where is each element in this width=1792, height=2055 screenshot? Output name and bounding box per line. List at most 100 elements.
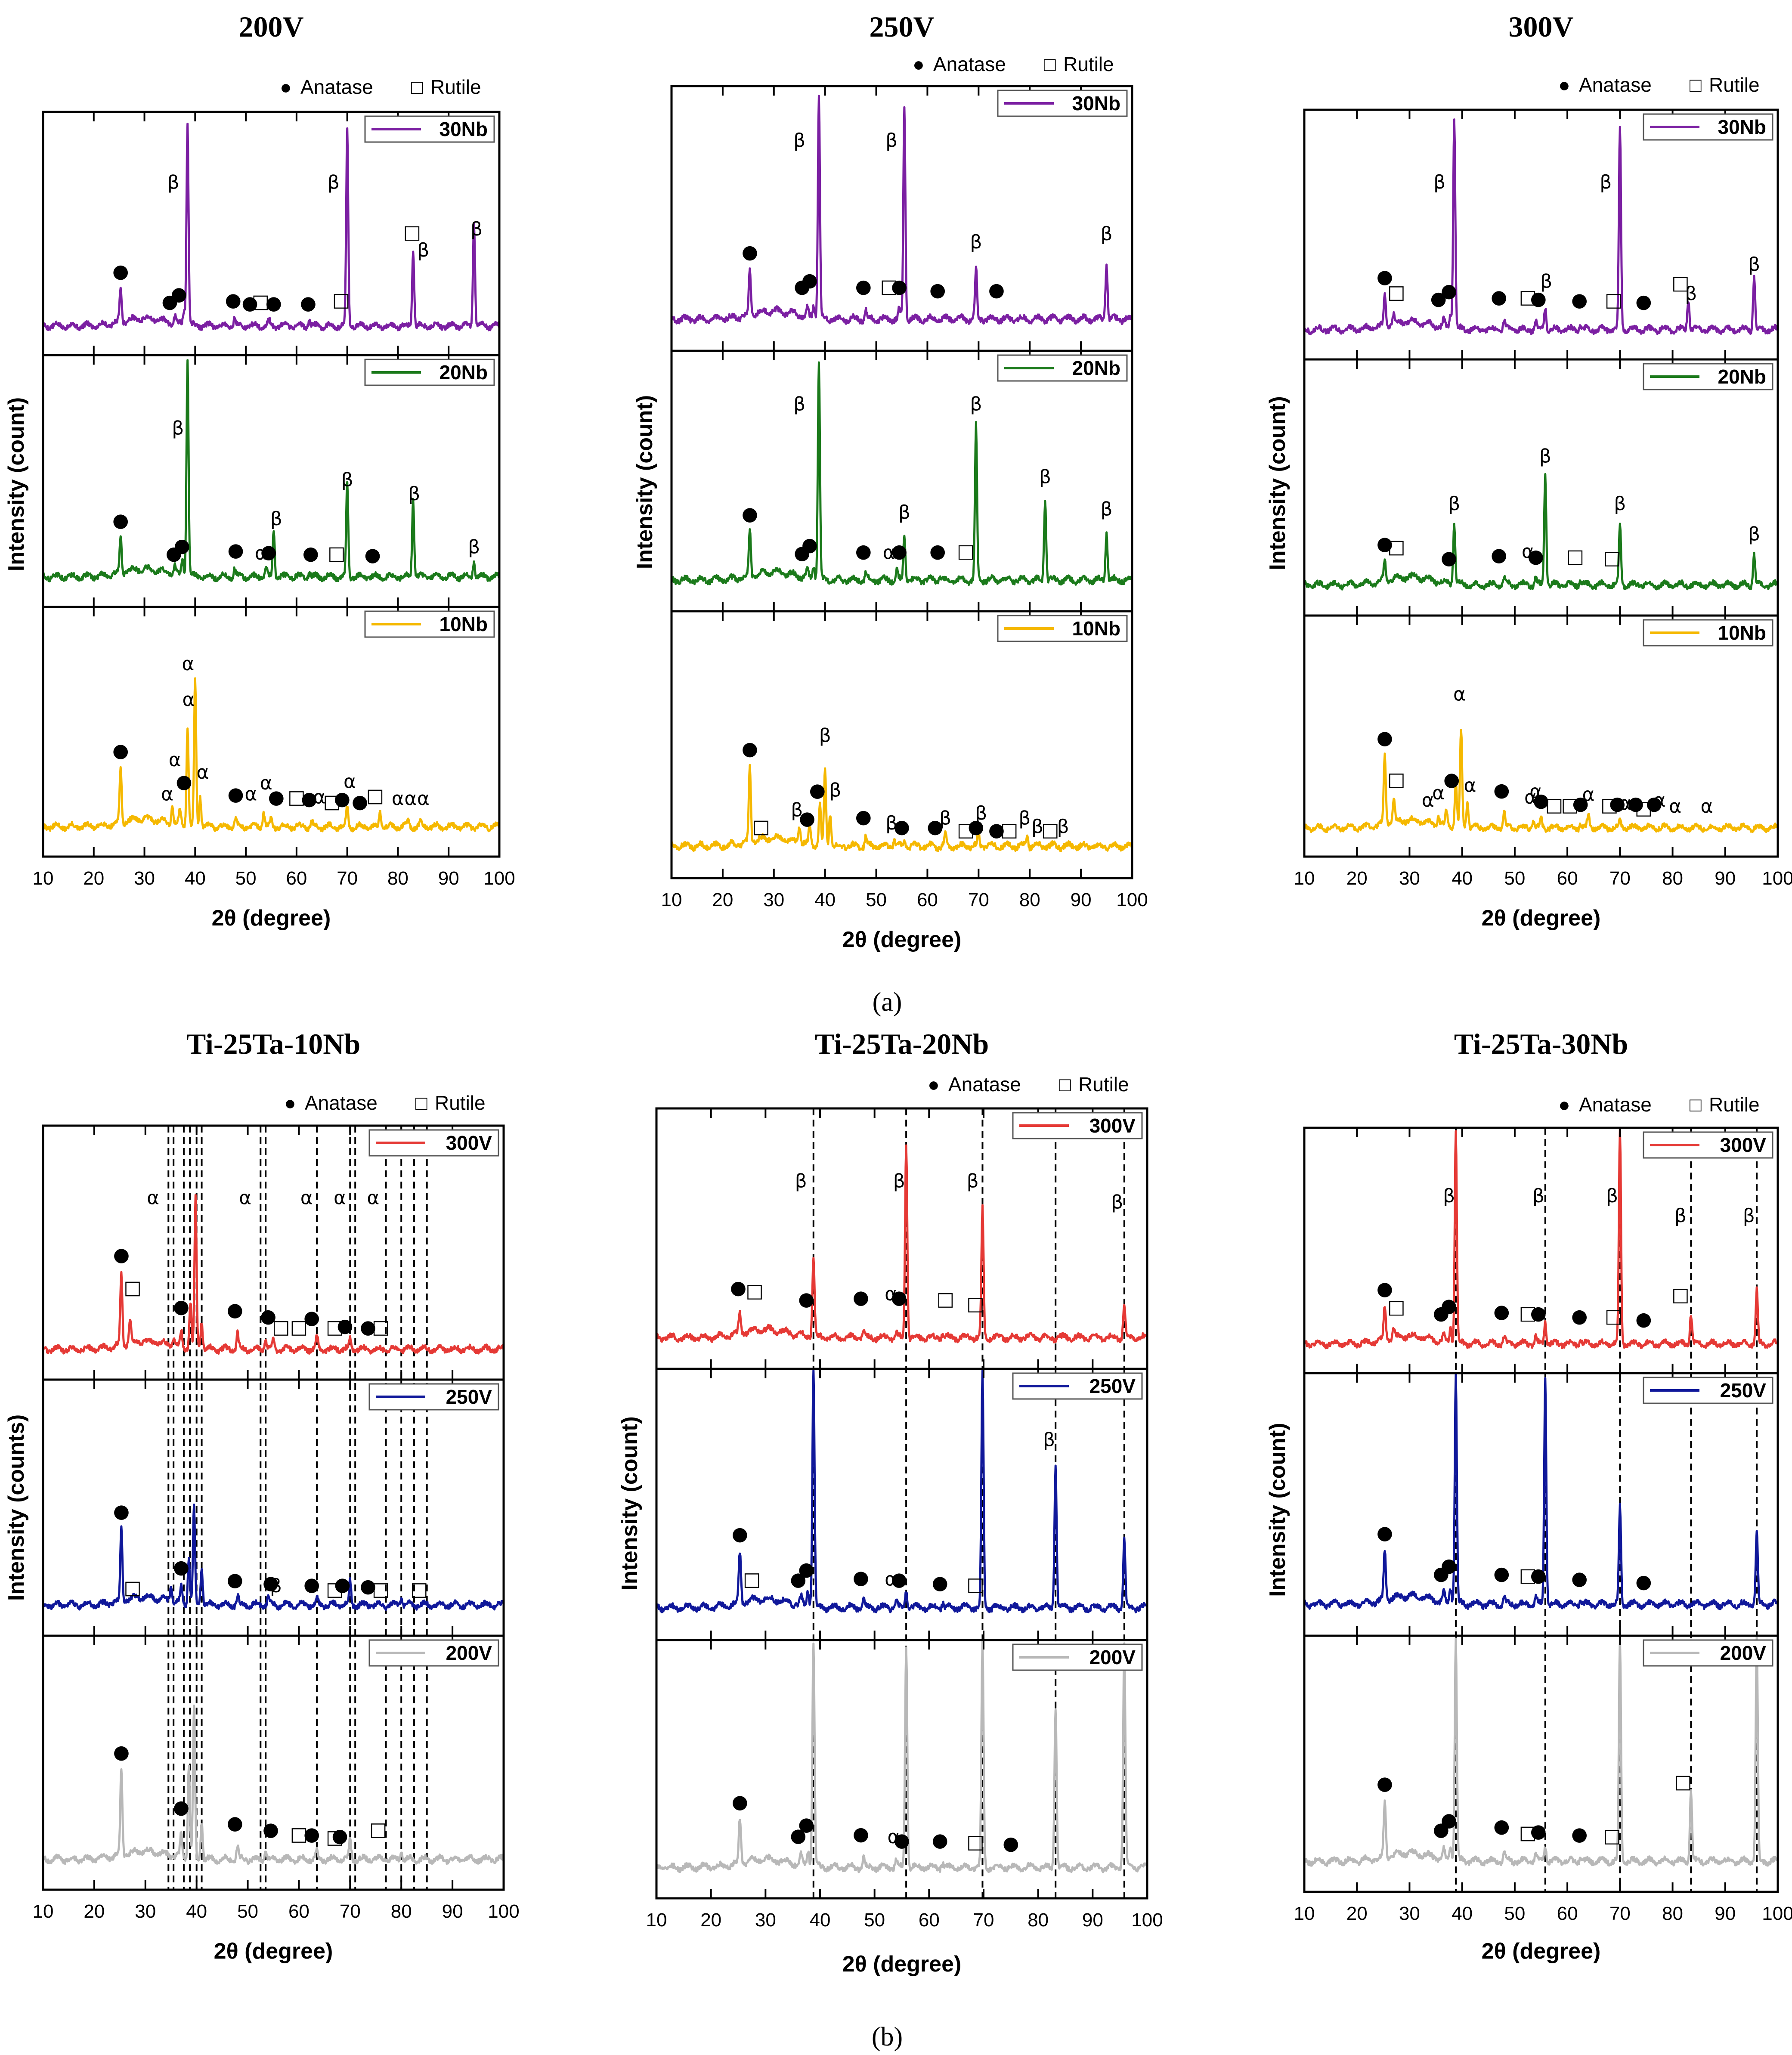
x-tick-label: 10 [1294,1903,1315,1924]
phase-marker: β [970,231,982,253]
phase-marker: ● [1491,286,1507,308]
xrd-panel-10Nb: 10Nb●αα●ααα● α ●α□●α□●α●□ α α α [42,606,501,858]
xrd-panel-250V: 250V●□●● ●β ● □● ●□ □ [42,1378,505,1637]
x-axis-label: 2θ (degree) [1482,1939,1601,1964]
phase-marker: β [819,724,831,746]
y-axis-label: Intensity (count) [632,395,657,569]
x-tick-label: 90 [1071,889,1092,910]
phase-marker: ● [227,783,244,805]
phase-marker: β [1101,223,1113,245]
phase-marker: α [885,1569,897,1591]
phase-marker: ● [1377,266,1393,288]
phase-marker: β [417,239,429,261]
phase-legend: ● Anatase □ Rutile [1558,1093,1760,1116]
phase-legend: ● Anatase □ Rutile [280,76,481,98]
x-tick-label: 30 [755,1910,776,1931]
phase-marker: □ [880,275,898,297]
phase-marker: α [1453,684,1466,706]
x-tick-label: 20 [1346,868,1368,889]
phase-marker: ● [1433,1819,1449,1841]
y-axis-label: Intensity (count) [1265,1423,1290,1597]
phase-marker: □ [1387,769,1405,791]
phase-marker: β [1018,808,1031,829]
phase-marker: α [1522,541,1534,563]
rutile-legend-symbol: □ [1044,53,1056,75]
phase-marker: α [183,689,195,711]
phase-marker: ● [894,816,910,838]
x-tick-label: 80 [1019,889,1040,910]
phase-marker: □ [1387,1296,1405,1318]
phase-marker: □ [746,1280,764,1302]
xrd-curve-250V [1303,1373,1779,1610]
phase-marker: ● [1491,544,1507,566]
phase-marker: α [404,788,417,810]
x-tick-label: 60 [288,1901,309,1922]
xrd-curve-30Nb [42,123,501,331]
phase-marker: ● [112,740,129,762]
chart-title: Ti-25Ta-30Nb [1454,1028,1628,1060]
x-tick-label: 80 [387,868,409,889]
phase-marker: β [1600,171,1612,193]
phase-marker: □ [124,1277,142,1299]
phase-marker: ● [1493,779,1510,801]
x-tick-label: 70 [968,889,989,910]
phase-marker: ● [334,788,350,810]
phase-marker: □ [1519,1822,1537,1844]
phase-marker: α [1619,792,1631,814]
phase-marker: ● [932,1572,948,1594]
series-legend-label: 300V [446,1132,492,1154]
phase-marker: □ [1635,797,1653,819]
phase-marker: ● [268,786,285,808]
y-axis-label: Intensity (count) [4,397,29,571]
phase-marker: ● [742,503,758,525]
phase-marker: ● [790,1824,806,1846]
rutile-legend-label: Rutile [1063,53,1114,75]
series-legend-label: 30Nb [1718,116,1766,138]
rutile-legend-label: Rutile [1078,1073,1129,1096]
phase-marker: β [795,1170,807,1192]
phase-marker: β [470,218,483,240]
x-tick-label: 50 [864,1910,885,1931]
phase-marker: ● [360,1575,376,1597]
phase-legend: ● Anatase □ Rutile [913,53,1114,75]
x-axis-label: 2θ (degree) [1482,906,1601,931]
phase-marker: ● [1528,545,1544,567]
phase-marker: ● [891,1569,907,1591]
phase-marker: □ [1041,819,1059,841]
phase-marker: α [1524,786,1537,808]
series-legend-label: 30Nb [439,118,488,140]
phase-marker: β [1614,493,1626,515]
phase-marker: β [1448,493,1460,515]
phase-marker: ● [1377,532,1393,554]
xrd-panel-10Nb: 10Nb●□β●●ββ● β● ●β□●β●□β β□β [670,610,1133,879]
phase-marker: ● [113,1501,130,1523]
rutile-legend-symbol: □ [411,76,423,98]
rutile-legend-label: Rutile [435,1092,486,1114]
phase-marker: ● [174,535,190,557]
phase-marker: β [172,418,184,439]
phase-legend: ● Anatase □ Rutile [1558,74,1760,96]
phase-marker: ● [1635,1308,1652,1330]
xrd-panel-300V: 300V●□ ●● ● □● ● □ ●□β β ββ β [1303,1127,1779,1374]
xrd-curve-10Nb [1303,729,1779,833]
phase-marker: □ [124,1577,142,1599]
phase-marker: ● [853,1567,869,1589]
phase-marker: α [883,542,895,564]
phase-marker: β [885,130,898,152]
phase-marker: □ [323,791,341,813]
x-tick-label: 100 [488,1901,519,1922]
phase-marker: ● [113,1244,130,1266]
phase-marker: α [334,1187,346,1209]
phase-marker: β [1748,523,1760,545]
phase-marker: β [893,1170,905,1192]
phase-marker: ● [303,542,319,564]
phase-marker: ● [988,819,1005,841]
phase-marker: β [328,171,340,193]
xrd-curve-30Nb [1303,118,1779,335]
phase-marker: α [367,1187,379,1209]
phase-marker: ● [894,1829,910,1851]
